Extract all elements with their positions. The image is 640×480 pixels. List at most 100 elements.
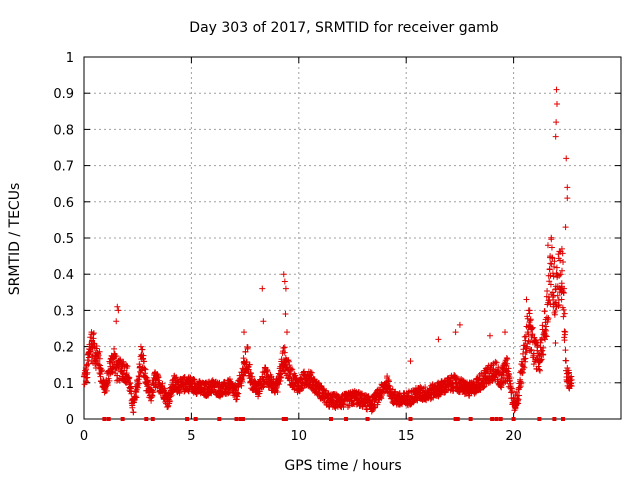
data-point	[505, 365, 512, 372]
data-point	[226, 376, 233, 383]
zero-marker	[240, 417, 245, 421]
data-point	[435, 336, 442, 343]
data-point	[155, 374, 162, 381]
data-point	[240, 355, 247, 362]
data-point	[278, 374, 285, 381]
data-point	[487, 367, 494, 374]
data-point	[282, 285, 289, 292]
data-point	[264, 368, 271, 375]
data-point	[96, 348, 103, 355]
data-point	[106, 377, 113, 384]
data-point	[545, 315, 552, 322]
data-point	[136, 380, 143, 387]
zero-marker	[511, 417, 516, 421]
zero-marker	[106, 417, 111, 421]
data-point	[137, 343, 144, 350]
zero-marker	[144, 417, 149, 421]
data-point	[535, 363, 542, 370]
data-point	[364, 406, 371, 413]
data-point	[560, 306, 567, 313]
data-point	[550, 273, 557, 280]
data-point	[249, 373, 256, 380]
data-point	[180, 374, 187, 381]
data-point	[113, 318, 120, 325]
x-tick-label: 5	[187, 429, 195, 444]
data-point	[542, 326, 549, 333]
data-point	[139, 346, 146, 353]
data-point	[529, 331, 536, 338]
y-tick-label: 0.6	[53, 196, 74, 211]
data-point	[342, 401, 349, 408]
data-point	[480, 384, 487, 391]
data-point	[561, 285, 568, 292]
data-point	[527, 316, 534, 323]
y-tick-label: 1	[66, 51, 74, 66]
data-point	[568, 383, 575, 390]
data-point	[97, 371, 104, 378]
data-point	[492, 358, 499, 365]
data-point	[528, 346, 535, 353]
data-point	[559, 267, 566, 274]
zero-marker	[494, 417, 499, 421]
data-point	[378, 395, 385, 402]
data-point	[211, 384, 218, 391]
data-point	[124, 363, 131, 370]
data-point	[225, 390, 232, 397]
y-tick-label: 0.3	[53, 304, 74, 319]
data-point	[523, 296, 530, 303]
data-point	[537, 344, 544, 351]
zero-marker	[453, 417, 458, 421]
y-tick-label: 0.2	[53, 341, 74, 356]
data-point	[564, 184, 571, 191]
data-point	[502, 329, 509, 336]
data-point	[543, 333, 550, 340]
data-point	[509, 388, 516, 395]
data-point	[543, 323, 550, 330]
zero-marker	[283, 417, 288, 421]
data-point	[538, 356, 545, 363]
data-point	[150, 389, 157, 396]
data-point	[559, 250, 566, 257]
zero-marker	[234, 417, 239, 421]
data-point	[123, 370, 130, 377]
data-point	[486, 332, 493, 339]
data-point	[533, 339, 540, 346]
data-point	[128, 385, 135, 392]
zero-marker	[193, 417, 198, 421]
data-point	[544, 287, 551, 294]
data-point	[166, 398, 173, 405]
data-point	[547, 253, 554, 260]
data-point	[256, 388, 263, 395]
y-tick-label: 0.9	[53, 87, 74, 102]
data-point	[84, 369, 91, 376]
data-point	[541, 308, 548, 315]
data-point	[540, 344, 547, 351]
data-point	[555, 302, 562, 309]
zero-marker	[498, 417, 503, 421]
data-point	[526, 307, 533, 314]
data-point	[176, 390, 183, 397]
x-axis-label: GPS time / hours	[284, 458, 401, 474]
chart-title: Day 303 of 2017, SRMTID for receiver gam…	[189, 20, 499, 36]
axis-ticks: 00.10.20.30.40.50.60.70.80.910 5 10 15 20	[53, 51, 621, 444]
data-point	[238, 377, 245, 384]
data-point	[98, 367, 105, 374]
zero-marker	[344, 417, 349, 421]
y-tick-label: 0	[66, 413, 74, 428]
data-point	[456, 321, 463, 328]
data-point	[235, 390, 242, 397]
data-point	[308, 369, 315, 376]
data-point	[536, 366, 543, 373]
data-point	[564, 195, 571, 202]
zero-marker	[468, 417, 473, 421]
data-point	[407, 358, 414, 365]
data-point	[93, 343, 100, 350]
y-tick-label: 0.5	[53, 232, 74, 247]
data-point	[84, 357, 91, 364]
data-point	[546, 265, 553, 272]
data-point	[548, 236, 555, 243]
data-point	[558, 245, 565, 252]
data-point	[130, 409, 137, 416]
data-point	[422, 384, 429, 391]
data-point	[521, 355, 528, 362]
